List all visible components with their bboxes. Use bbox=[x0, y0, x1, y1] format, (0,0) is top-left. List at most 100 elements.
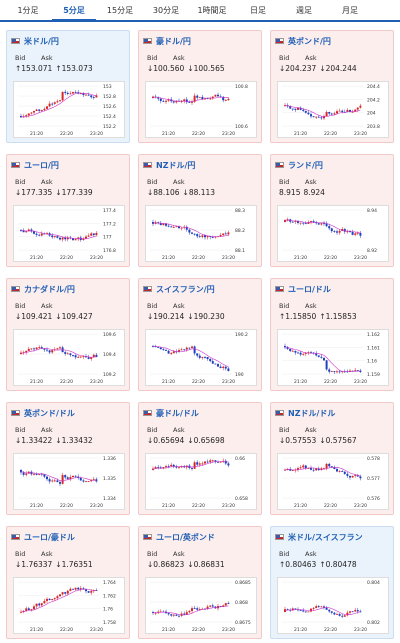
candle-body bbox=[201, 96, 204, 100]
candle-body bbox=[82, 93, 85, 96]
currency-card[interactable]: NZドル/ドル Bid Ask ↓0.57553 ↓0.57567 0.578 0.577 0… bbox=[270, 402, 394, 515]
candle-body bbox=[224, 603, 227, 606]
card-title-link[interactable]: 米ドル/スイスフラン bbox=[275, 531, 363, 543]
y-tick-label: 1.758 bbox=[103, 620, 116, 626]
candle-body bbox=[66, 353, 69, 355]
currency-card[interactable]: 豪ドル/ドル Bid Ask ↓0.65694 ↓0.65698 0.66 0.658 21:… bbox=[138, 402, 262, 515]
y-tick-label: 0.8685 bbox=[235, 580, 251, 586]
x-tick-label: 22:20 bbox=[192, 627, 205, 633]
card-title-link[interactable]: 英ポンド/円 bbox=[275, 35, 331, 47]
mini-candlestick-chart[interactable]: 177.4 177.2 177 176.8 21:20 22:20 23:20 bbox=[13, 205, 125, 262]
mini-candlestick-chart[interactable]: 109.6 109.4 109.2 21:20 22:20 23:20 bbox=[13, 329, 125, 386]
currency-card[interactable]: 英ポンド/円 Bid Ask ↓204.237 ↓204.244 204.4 204.2 20… bbox=[270, 30, 394, 143]
candle-body bbox=[351, 611, 354, 613]
candle-body bbox=[214, 236, 217, 238]
card-title-link[interactable]: ランド/円 bbox=[275, 159, 323, 171]
mini-candlestick-chart[interactable]: 153 152.8 152.6 152.4 152.2 21:20 22:20 23:20 bbox=[13, 81, 125, 138]
card-title-link[interactable]: ユーロ/豪ドル bbox=[11, 531, 75, 543]
candle-body bbox=[349, 611, 351, 613]
candle-body bbox=[346, 110, 349, 112]
y-tick-label: 88.2 bbox=[235, 228, 245, 234]
candle-body bbox=[222, 366, 225, 368]
mini-candlestick-chart[interactable]: 0.66 0.658 21:20 22:20 23:20 bbox=[145, 453, 257, 510]
candle-body bbox=[211, 460, 214, 462]
currency-card[interactable]: カナダドル/円 Bid Ask ↓109.421 ↓109.427 109.6 109.4 1… bbox=[6, 278, 130, 391]
card-title-link[interactable]: 豪ドル/円 bbox=[143, 35, 191, 47]
ask-value: ↓190.230 bbox=[187, 312, 225, 321]
x-tick-label: 22:20 bbox=[324, 255, 337, 261]
card-title-link[interactable]: ユーロ/円 bbox=[11, 159, 59, 171]
mini-candlestick-chart[interactable]: 1.162 1.161 1.16 1.159 21:20 22:20 23:20 bbox=[277, 329, 389, 386]
currency-card[interactable]: ユーロ/英ポンド Bid Ask ↓0.86823 ↓0.86831 0.8685 0.86… bbox=[138, 526, 262, 639]
card-title-link[interactable]: NZドル/円 bbox=[143, 159, 195, 171]
tab-2[interactable]: 15分足 bbox=[106, 6, 134, 15]
currency-card[interactable]: ユーロ/ドル Bid Ask ↑1.15850 ↑1.15853 1.162 1.161 1.… bbox=[270, 278, 394, 391]
tab-0[interactable]: 1分足 bbox=[17, 6, 39, 15]
candle-body bbox=[87, 481, 90, 482]
currency-card[interactable]: 豪ドル/円 Bid Ask ↓100.560 ↓100.565 100.8 100.6 21:… bbox=[138, 30, 262, 143]
card-title-link[interactable]: ユーロ/ドル bbox=[275, 283, 331, 295]
currency-card[interactable]: NZドル/円 Bid Ask ↓88.106 ↓88.113 88.3 88.2 88.1 21… bbox=[138, 154, 262, 267]
tab-1[interactable]: 5分足 bbox=[52, 0, 96, 22]
y-tick-label: 0.576 bbox=[367, 496, 380, 502]
tab-7[interactable]: 月足 bbox=[342, 6, 358, 15]
ask-label: Ask bbox=[305, 426, 317, 434]
candle-body bbox=[61, 237, 64, 240]
candle-body bbox=[330, 228, 333, 232]
candle-body bbox=[201, 235, 204, 237]
card-title-link[interactable]: スイスフラン/円 bbox=[143, 283, 215, 295]
candle-body bbox=[359, 105, 362, 108]
candle-body bbox=[22, 610, 25, 612]
candle-body bbox=[297, 468, 299, 470]
chart-svg: 1.764 1.762 1.76 1.758 21:20 22:20 23:20 bbox=[18, 580, 116, 633]
x-tick-label: 21:20 bbox=[294, 627, 307, 633]
x-tick-label: 23:20 bbox=[222, 503, 235, 509]
currency-card[interactable]: 米ドル/スイスフラン Bid Ask ↑0.80463 ↑0.80478 0.804 0.8… bbox=[270, 526, 394, 639]
bid-label: Bid bbox=[147, 178, 158, 186]
ask-value: ↓88.113 bbox=[182, 188, 216, 197]
mini-candlestick-chart[interactable]: 0.8685 0.868 0.8675 21:20 22:20 23:20 bbox=[145, 577, 257, 634]
currency-card[interactable]: ユーロ/円 Bid Ask ↓177.335 ↓177.339 177.4 177.2 177… bbox=[6, 154, 130, 267]
ask-value: ↓204.244 bbox=[319, 64, 357, 73]
candle-body bbox=[38, 234, 41, 236]
tab-5[interactable]: 日足 bbox=[250, 6, 266, 15]
card-title-link[interactable]: 米ドル/円 bbox=[11, 35, 59, 47]
card-title-link[interactable]: NZドル/ドル bbox=[275, 407, 335, 419]
candle-body bbox=[35, 347, 38, 350]
flag-icon bbox=[275, 534, 284, 540]
currency-card[interactable]: 英ポンド/ドル Bid Ask ↓1.33422 ↓1.33432 1.336 1.335 1… bbox=[6, 402, 130, 515]
currency-card[interactable]: スイスフラン/円 Bid Ask ↓190.214 ↓190.230 190.2 190 21… bbox=[138, 278, 262, 391]
timeframe-tabs: 1分足 5分足 15分足 30分足 1時間足 日足 週足 月足 bbox=[0, 0, 400, 22]
candle-body bbox=[317, 116, 320, 118]
tab-3[interactable]: 30分足 bbox=[152, 6, 180, 15]
card-title-link[interactable]: 英ポンド/ドル bbox=[11, 407, 75, 419]
bid-label: Bid bbox=[279, 178, 290, 186]
bid-value: ↓88.106 bbox=[147, 188, 180, 197]
candle-body bbox=[338, 110, 341, 112]
candle-body bbox=[325, 112, 328, 117]
mini-candlestick-chart[interactable]: 8.94 8.92 21:20 22:20 23:20 bbox=[277, 205, 389, 262]
bid-ask-labels: Bid Ask bbox=[279, 54, 331, 62]
mini-candlestick-chart[interactable]: 100.8 100.6 21:20 22:20 23:20 bbox=[145, 81, 257, 138]
candle-body bbox=[354, 610, 357, 612]
candle-body bbox=[85, 481, 87, 483]
mini-candlestick-chart[interactable]: 88.3 88.2 88.1 21:20 22:20 23:20 bbox=[145, 205, 257, 262]
card-title-link[interactable]: ユーロ/英ポンド bbox=[143, 531, 215, 543]
tab-4[interactable]: 1時間足 bbox=[197, 6, 227, 15]
chart-svg: 0.66 0.658 21:20 22:20 23:20 bbox=[150, 456, 248, 509]
card-title-link[interactable]: 豪ドル/ドル bbox=[143, 407, 199, 419]
candle-body bbox=[310, 352, 312, 354]
mini-candlestick-chart[interactable]: 190.2 190 21:20 22:20 23:20 bbox=[145, 329, 257, 386]
card-title-link[interactable]: カナダドル/円 bbox=[11, 283, 75, 295]
currency-card[interactable]: 米ドル/円 Bid Ask ↑153.071 ↑153.073 153 152.8 152.6… bbox=[6, 30, 130, 143]
tab-6[interactable]: 週足 bbox=[296, 6, 312, 15]
mini-candlestick-chart[interactable]: 1.764 1.762 1.76 1.758 21:20 22:20 23:20 bbox=[13, 577, 125, 634]
mini-candlestick-chart[interactable]: 0.804 0.802 21:20 22:20 23:20 bbox=[277, 577, 389, 634]
candle-body bbox=[79, 588, 82, 590]
currency-card[interactable]: ユーロ/豪ドル Bid Ask ↓1.76337 ↓1.76351 1.764 1.762 1… bbox=[6, 526, 130, 639]
mini-candlestick-chart[interactable]: 1.336 1.335 1.334 21:20 22:20 23:20 bbox=[13, 453, 125, 510]
currency-card[interactable]: ランド/円 Bid Ask 8.915 8.924 8.94 8.92 21:20 22:20 2… bbox=[270, 154, 394, 267]
candle-body bbox=[25, 231, 28, 233]
mini-candlestick-chart[interactable]: 204.4 204.2 204 203.8 21:20 22:20 23:20 bbox=[277, 81, 389, 138]
mini-candlestick-chart[interactable]: 0.578 0.577 0.576 21:20 22:20 23:20 bbox=[277, 453, 389, 510]
